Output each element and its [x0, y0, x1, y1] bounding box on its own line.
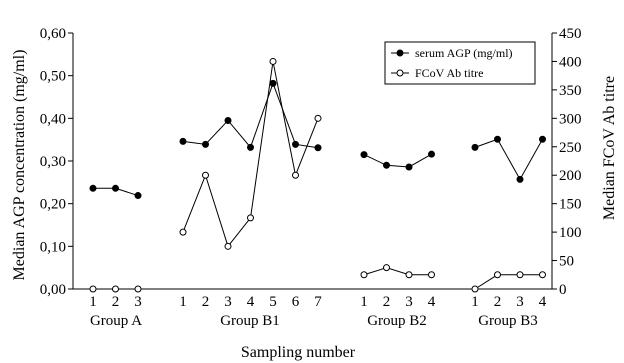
series-line-segment	[474, 138, 543, 181]
data-point-open	[383, 264, 390, 272]
series-layer	[89, 57, 546, 293]
data-point-open	[202, 171, 209, 179]
data-point-open	[428, 271, 435, 279]
data-point-filled	[405, 163, 413, 171]
data-point-filled	[471, 143, 479, 151]
group-label: Group B1	[220, 313, 280, 329]
series-line-segment	[182, 81, 319, 149]
y-tick-label-right: 150	[559, 197, 582, 213]
y-tick-label-left: 0,20	[40, 197, 66, 213]
x-tick-label: 1	[360, 294, 368, 310]
data-point-filled	[247, 143, 254, 151]
legend-marker	[396, 49, 404, 57]
y-tick-label-right: 450	[559, 26, 582, 42]
data-point-filled	[516, 175, 524, 183]
x-tick-label: 4	[428, 294, 436, 310]
data-point-open	[494, 271, 501, 279]
data-point-filled	[112, 184, 119, 192]
series-2	[89, 57, 546, 293]
y-tick-label-left: 0,00	[40, 282, 66, 298]
ticks: 0,00 0,10 0,20 0,30 0,40 0,50 0,60 0 50 100 150 200…	[40, 26, 582, 329]
y-axis-title-left: Median AGP concentration (mg/ml)	[11, 50, 28, 281]
x-tick-label: 2	[112, 294, 120, 310]
legend-label: serum AGP (mg/ml)	[415, 46, 513, 60]
y-tick-label-right: 400	[559, 54, 582, 70]
x-tick-label: 4	[247, 294, 255, 310]
x-axis-title: Sampling number	[241, 344, 356, 361]
data-point-open	[179, 228, 187, 236]
x-tick-label: 2	[494, 294, 502, 310]
y-tick-label-right: 350	[559, 83, 582, 99]
y-tick-label-right: 100	[559, 225, 582, 241]
data-point-filled	[89, 184, 97, 192]
data-point-filled	[383, 161, 390, 169]
data-point-open	[516, 271, 524, 279]
data-point-filled	[494, 135, 501, 143]
data-point-open	[112, 285, 119, 293]
series-line-segment	[363, 153, 432, 168]
data-point-open	[471, 285, 479, 293]
data-point-filled	[134, 192, 142, 200]
legend-marker	[396, 69, 404, 77]
x-tick-label: 3	[516, 294, 524, 310]
data-point-filled	[428, 150, 435, 158]
x-tick-label: 6	[292, 294, 300, 310]
data-point-filled	[269, 79, 277, 87]
data-point-filled	[314, 144, 322, 152]
legend: serum AGP (mg/ml) FCoV Ab titre	[384, 41, 536, 85]
data-point-filled	[360, 151, 368, 159]
data-point-open	[314, 114, 322, 122]
data-point-open	[224, 242, 232, 250]
group-label: Group B2	[367, 313, 427, 329]
data-point-open	[247, 214, 254, 222]
x-tick-label: 2	[383, 294, 391, 310]
x-tick-label: 2	[202, 294, 210, 310]
x-tick-label: 1	[89, 294, 97, 310]
x-tick-label: 4	[539, 294, 547, 310]
y-tick-label-right: 300	[559, 111, 582, 127]
data-point-open	[539, 271, 546, 279]
x-tick-label: 7	[314, 294, 322, 310]
data-point-open	[89, 285, 97, 293]
data-point-open	[405, 271, 413, 279]
data-point-open	[360, 271, 368, 279]
data-point-filled	[179, 137, 187, 145]
y-tick-label-right: 50	[559, 254, 574, 270]
data-point-open	[269, 57, 277, 65]
series-line-segment	[363, 267, 432, 276]
series-1	[89, 79, 546, 200]
y-tick-label-left: 0,50	[40, 69, 66, 85]
y-tick-label-left: 0,60	[40, 26, 66, 42]
group-label: Group B3	[478, 313, 538, 329]
y-tick-label-right: 200	[559, 168, 582, 184]
data-point-filled	[202, 140, 209, 148]
x-tick-label: 3	[405, 294, 413, 310]
y-tick-label-right: 250	[559, 140, 582, 156]
data-point-filled	[224, 116, 232, 124]
y-axis-title-right: Median FCoV Ab titre	[601, 76, 618, 220]
y-tick-label-right: 0	[559, 282, 567, 298]
data-point-open	[134, 285, 142, 293]
x-tick-label: 1	[471, 294, 479, 310]
group-label: Group A	[90, 313, 142, 329]
data-point-filled	[292, 140, 299, 148]
y-tick-label-left: 0,30	[40, 154, 66, 170]
data-point-filled	[539, 135, 546, 143]
legend-box	[384, 41, 536, 85]
data-point-open	[292, 171, 299, 179]
legend-label: FCoV Ab titre	[415, 66, 483, 80]
y-tick-label-left: 0,10	[40, 239, 66, 255]
x-tick-label: 3	[224, 294, 232, 310]
y-tick-label-left: 0,40	[40, 111, 66, 127]
x-tick-label: 3	[134, 294, 142, 310]
series-line-segment	[474, 274, 543, 290]
x-tick-label: 5	[269, 294, 277, 310]
x-tick-label: 1	[179, 294, 187, 310]
